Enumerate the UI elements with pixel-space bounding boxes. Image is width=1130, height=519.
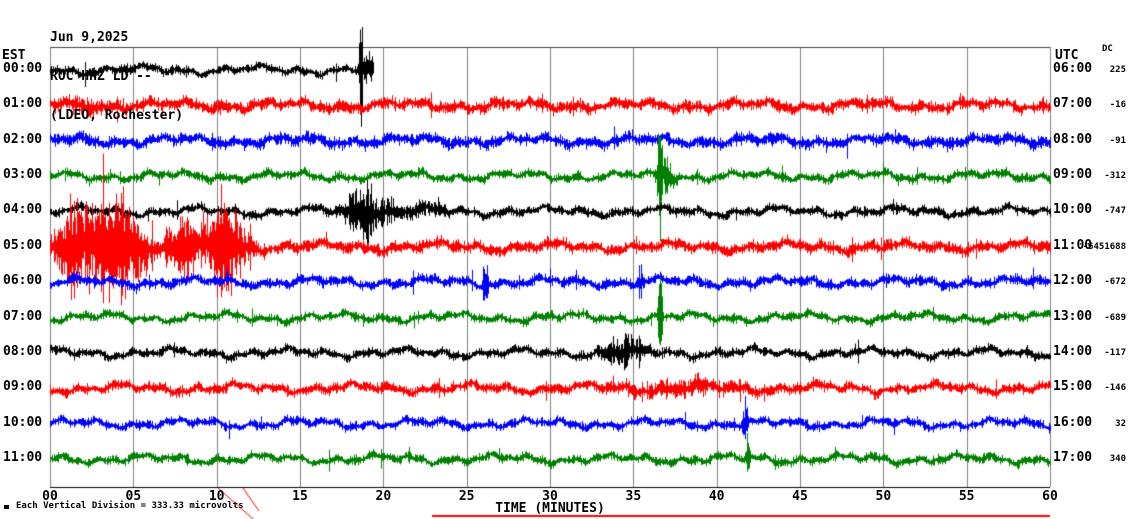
heliplot-screen: Jun 9,2025 ROC HHZ LD -- (LDEO, Rocheste… bbox=[0, 0, 1130, 519]
seismogram-canvas bbox=[0, 0, 1130, 519]
